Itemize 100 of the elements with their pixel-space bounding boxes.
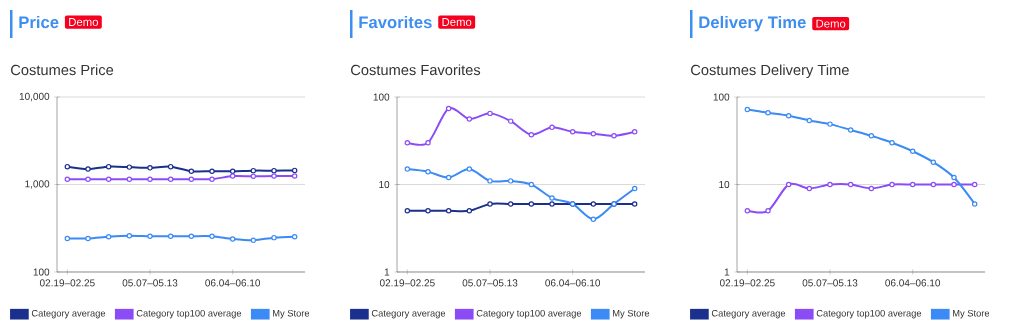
legend-label: My Store <box>953 309 990 319</box>
point <box>64 176 71 182</box>
text: Demo <box>816 19 846 28</box>
point <box>229 236 236 242</box>
point <box>549 124 555 131</box>
point <box>445 174 452 181</box>
point <box>487 201 493 207</box>
point <box>291 167 298 174</box>
point <box>404 140 411 146</box>
legend-label: Category average <box>711 309 786 319</box>
x-tick-label: 05.07–05.13 <box>802 279 858 287</box>
point <box>64 163 71 170</box>
point <box>611 133 617 139</box>
point <box>951 174 957 181</box>
point <box>744 106 751 113</box>
point <box>85 235 91 242</box>
point <box>806 185 813 192</box>
point <box>425 168 431 175</box>
point <box>466 116 473 122</box>
x-tick-label: 02.19–02.25 <box>39 279 95 287</box>
point <box>549 201 555 207</box>
y-tick-label: 1 <box>384 268 390 276</box>
point <box>105 233 112 240</box>
point <box>847 181 854 188</box>
legend-label: Category average <box>371 309 446 319</box>
point <box>250 173 257 180</box>
point <box>889 181 895 188</box>
x-tick-label: 06.04–06.10 <box>545 279 601 287</box>
legend-label: My Store <box>273 309 310 319</box>
point <box>126 232 133 239</box>
point <box>147 165 153 171</box>
point <box>765 110 771 116</box>
x-tick-label: 05.07–05.13 <box>462 279 518 287</box>
point <box>528 181 535 188</box>
point <box>847 127 854 133</box>
point <box>785 113 792 119</box>
point <box>188 233 195 240</box>
point <box>209 176 215 182</box>
point <box>806 117 813 124</box>
point <box>209 168 215 174</box>
chart-subtitle: Costumes Favorites <box>351 64 481 76</box>
point <box>64 235 71 242</box>
point <box>507 178 514 184</box>
y-tick-label: 100 <box>373 93 390 101</box>
point <box>466 208 473 214</box>
point <box>590 131 597 137</box>
point <box>827 181 833 188</box>
y-tick-label: 1,000 <box>25 180 50 189</box>
point <box>126 176 133 182</box>
x-tick-label: 05.07–05.13 <box>122 279 178 287</box>
point <box>868 133 875 139</box>
text: Demo <box>69 18 98 26</box>
legend-label: Category average <box>31 309 106 319</box>
x-tick-label: 02.19–02.25 <box>379 279 435 287</box>
point <box>188 168 195 174</box>
point <box>487 110 493 117</box>
point <box>271 167 277 174</box>
point <box>785 181 792 188</box>
y-tick-label: 1 <box>724 268 730 276</box>
point <box>229 173 236 179</box>
chart-subtitle: Costumes Price <box>11 64 114 76</box>
point <box>889 140 895 146</box>
point <box>507 118 514 124</box>
chart-subtitle: Costumes Delivery Time <box>691 64 849 79</box>
point <box>271 173 277 179</box>
point <box>271 234 277 241</box>
y-tick-label: 10 <box>379 180 390 189</box>
y-tick-label: 100 <box>713 93 730 101</box>
y-tick-label: 10,000 <box>19 92 50 102</box>
point <box>167 176 174 182</box>
x-tick-label: 06.04–06.10 <box>885 279 941 287</box>
point <box>250 167 257 174</box>
y-tick-label: 100 <box>33 268 50 276</box>
point <box>229 168 236 174</box>
chart-title: Price <box>19 15 59 29</box>
y-tick-label: 10 <box>719 180 730 189</box>
point <box>147 233 153 240</box>
point <box>105 163 112 170</box>
point <box>147 176 153 182</box>
chart-title: Delivery Time <box>699 15 806 32</box>
point <box>827 121 833 127</box>
point <box>631 185 638 192</box>
point <box>744 208 751 214</box>
point <box>126 164 133 170</box>
point <box>528 201 535 207</box>
point <box>291 233 298 240</box>
point <box>404 208 411 214</box>
point <box>85 166 91 172</box>
point <box>209 233 215 240</box>
legend-label: Category top100 average <box>816 309 922 319</box>
point <box>971 201 978 207</box>
point <box>167 163 174 170</box>
point <box>487 178 493 184</box>
point <box>590 216 597 223</box>
point <box>631 201 638 207</box>
point <box>404 166 411 172</box>
point <box>105 176 112 182</box>
point <box>590 201 597 207</box>
point <box>425 208 431 214</box>
point <box>466 166 473 172</box>
